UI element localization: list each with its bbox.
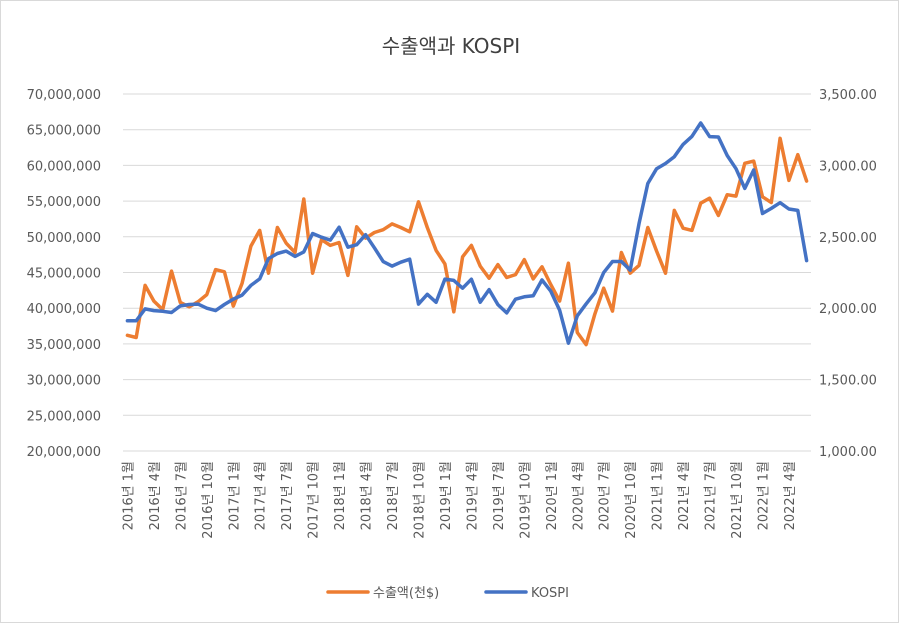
x-tick-label: 2022년 4월 bbox=[783, 461, 798, 530]
x-tick-label: 2018년 10월 bbox=[412, 461, 427, 539]
right-tick-label: 3,500.00 bbox=[819, 88, 877, 103]
x-tick-label: 2019년 10월 bbox=[518, 461, 533, 539]
x-tick-label: 2018년 7월 bbox=[386, 461, 401, 530]
series-line-export bbox=[125, 136, 809, 347]
left-tick-label: 60,000,000 bbox=[27, 159, 101, 174]
right-tick-label: 3,000.00 bbox=[819, 159, 877, 174]
x-tick-label: 2019년 4월 bbox=[465, 461, 480, 530]
left-tick-label: 45,000,000 bbox=[27, 267, 101, 282]
x-tick-label: 2021년 4월 bbox=[677, 461, 692, 530]
chart-title: 수출액과 KOSPI bbox=[382, 34, 520, 58]
x-tick-label: 2018년 4월 bbox=[360, 461, 375, 530]
x-tick-label: 2017년 10월 bbox=[307, 461, 322, 539]
x-tick-label: 2018년 1월 bbox=[333, 461, 348, 530]
left-tick-label: 30,000,000 bbox=[27, 374, 101, 389]
x-tick-label: 2019년 1월 bbox=[439, 461, 454, 530]
legend-label: KOSPI bbox=[531, 586, 569, 601]
right-tick-label: 1,000.00 bbox=[819, 445, 877, 460]
left-tick-label: 65,000,000 bbox=[27, 124, 101, 139]
right-axis-tick-labels: 1,000.00 1,500.00 2,000.00 2,500.00 3,000.00… bbox=[819, 88, 877, 460]
x-tick-label: 2019년 7월 bbox=[492, 461, 507, 530]
right-tick-label: 2,500.00 bbox=[819, 231, 877, 246]
series-lines bbox=[125, 121, 809, 347]
left-tick-label: 50,000,000 bbox=[27, 231, 101, 246]
x-tick-label: 2017년 4월 bbox=[254, 461, 269, 530]
x-tick-label: 2016년 10월 bbox=[201, 461, 216, 539]
right-tick-label: 1,500.00 bbox=[819, 374, 877, 389]
x-tick-label: 2016년 7월 bbox=[174, 461, 189, 530]
x-tick-label: 2021년 7월 bbox=[704, 461, 719, 530]
x-tick-label: 2020년 1월 bbox=[545, 461, 560, 530]
x-axis-tick-labels: 2016년 1월 2016년 4월 2016년 7월 2016년 10월 2017년 1… bbox=[121, 461, 798, 539]
x-tick-label: 2017년 7월 bbox=[280, 461, 295, 530]
left-axis-tick-labels: 20,000,000 25,000,000 30,000,000 35,000,000… bbox=[27, 88, 101, 460]
x-tick-label: 2016년 1월 bbox=[121, 461, 136, 530]
legend-label: 수출액(천$) bbox=[373, 586, 439, 601]
x-tick-label: 2016년 4월 bbox=[148, 461, 163, 530]
left-tick-label: 20,000,000 bbox=[27, 445, 101, 460]
right-tick-label: 2,000.00 bbox=[819, 302, 877, 317]
left-tick-label: 55,000,000 bbox=[27, 195, 101, 210]
x-tick-label: 2017년 1월 bbox=[227, 461, 242, 530]
legend: 수출액(천$) KOSPI bbox=[326, 586, 569, 601]
left-tick-label: 40,000,000 bbox=[27, 302, 101, 317]
series-line-kospi bbox=[125, 121, 809, 345]
left-tick-label: 25,000,000 bbox=[27, 409, 101, 424]
x-tick-label: 2021년 10월 bbox=[730, 461, 745, 539]
x-tick-label: 2020년 10월 bbox=[624, 461, 639, 539]
x-tick-label: 2021년 1월 bbox=[651, 461, 666, 530]
left-tick-label: 35,000,000 bbox=[27, 338, 101, 353]
x-tick-label: 2022년 1월 bbox=[756, 461, 771, 530]
x-tick-label: 2020년 4월 bbox=[571, 461, 586, 530]
x-tick-label: 2020년 7월 bbox=[598, 461, 613, 530]
left-tick-label: 70,000,000 bbox=[27, 88, 101, 103]
